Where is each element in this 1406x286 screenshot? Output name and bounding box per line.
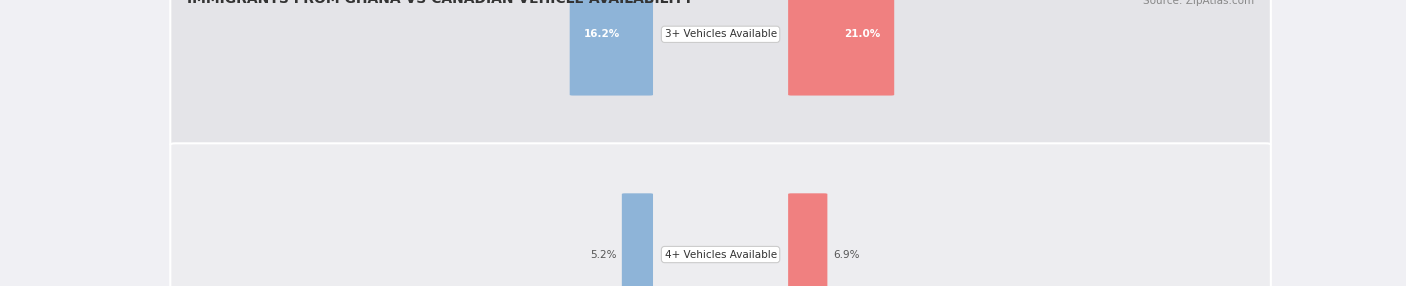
Text: 5.2%: 5.2%	[591, 250, 616, 259]
FancyBboxPatch shape	[170, 143, 1271, 286]
Text: Source: ZipAtlas.com: Source: ZipAtlas.com	[1143, 0, 1254, 6]
Text: 4+ Vehicles Available: 4+ Vehicles Available	[665, 250, 776, 259]
FancyBboxPatch shape	[789, 0, 894, 96]
FancyBboxPatch shape	[789, 193, 827, 286]
FancyBboxPatch shape	[170, 0, 1271, 146]
Text: 6.9%: 6.9%	[832, 250, 859, 259]
Text: 21.0%: 21.0%	[844, 29, 880, 39]
Text: 3+ Vehicles Available: 3+ Vehicles Available	[665, 29, 776, 39]
FancyBboxPatch shape	[569, 0, 652, 96]
Text: 16.2%: 16.2%	[583, 29, 620, 39]
FancyBboxPatch shape	[621, 193, 652, 286]
Text: IMMIGRANTS FROM GHANA VS CANADIAN VEHICLE AVAILABILITY: IMMIGRANTS FROM GHANA VS CANADIAN VEHICL…	[187, 0, 693, 6]
